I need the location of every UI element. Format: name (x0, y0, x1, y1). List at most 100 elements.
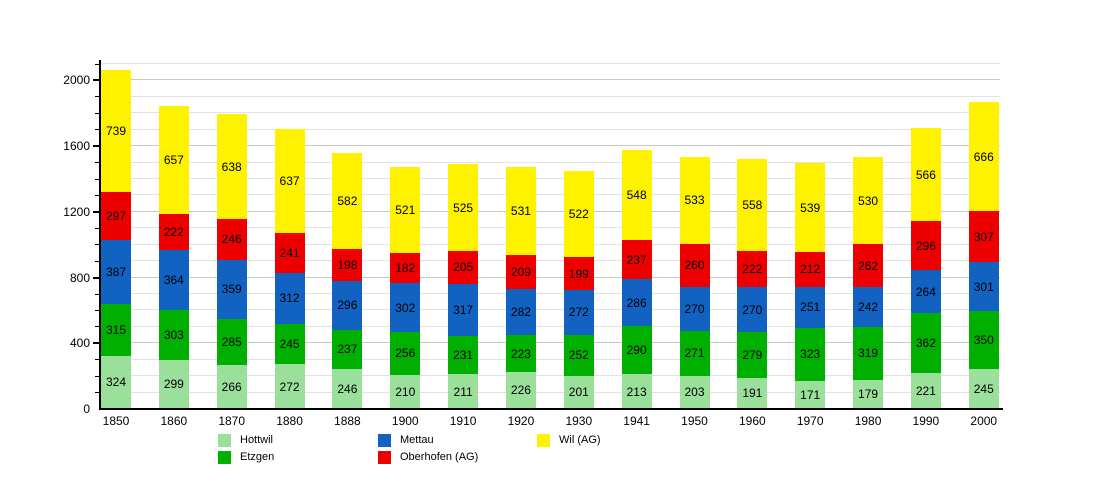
x-tick-label-1930: 1930 (565, 414, 593, 428)
legend-label-wil-ag: Wil (AG) (559, 433, 601, 446)
gridline-2000 (100, 79, 1000, 81)
gridline-1000 (100, 243, 1000, 245)
segment-value-label: 566 (915, 167, 936, 182)
gridline-100 (100, 391, 1000, 393)
gridline-600 (100, 309, 1000, 311)
segment-value-label: 302 (395, 300, 416, 315)
segment-value-label: 171 (800, 387, 821, 402)
segment-etzgen-1950: 271 (679, 331, 710, 376)
y-tick-1900 (95, 96, 100, 98)
x-tick-label-1950: 1950 (681, 414, 708, 428)
segment-value-label: 251 (800, 300, 821, 315)
segment-value-label: 211 (453, 384, 473, 399)
segment-hottwil-1960: 191 (737, 377, 768, 409)
y-tick-label-0: 0 (83, 402, 90, 416)
y-tick-1800 (95, 112, 100, 114)
y-tick-1200 (93, 210, 100, 213)
y-tick-100 (95, 392, 100, 394)
segment-mettau-1941: 286 (621, 279, 652, 327)
segment-etzgen-1960: 279 (737, 331, 768, 378)
bar-1970: 171 323 251 212 539 (795, 163, 826, 409)
segment-value-label: 297 (105, 209, 127, 224)
segment-value-label: 226 (510, 383, 531, 398)
segment-etzgen-1970: 323 (795, 327, 826, 381)
x-tick-label-1910: 1910 (449, 414, 477, 428)
segment-mettau-1920: 282 (505, 288, 536, 336)
bar-1980: 179 319 242 262 530 (853, 157, 884, 409)
segment-mettau-1960: 270 (737, 287, 768, 332)
segment-etzgen-1900: 256 (390, 332, 421, 375)
x-tick-label-2000: 2000 (970, 414, 998, 428)
segment-oberhofen-ag-1880: 241 (274, 233, 305, 273)
y-tick-label-1200: 1200 (63, 204, 90, 219)
segment-hottwil-1900: 210 (390, 374, 421, 409)
segment-value-label: 252 (568, 348, 589, 363)
segment-oberhofen-ag-2000: 307 (968, 211, 999, 262)
x-tick-label-1941: 1941 (623, 414, 650, 428)
y-tick-1600 (93, 145, 100, 148)
segment-etzgen-1880: 245 (274, 324, 305, 365)
y-tick-label-400: 400 (69, 336, 90, 351)
segment-etzgen-1870: 285 (216, 318, 247, 366)
y-tick-800 (93, 276, 100, 279)
segment-etzgen-1930: 252 (563, 334, 594, 376)
segment-value-label: 296 (915, 238, 936, 253)
segment-wil-ag-1850: 739 (101, 70, 131, 192)
y-tick-label-2000: 2000 (63, 73, 90, 88)
segment-value-label: 282 (510, 305, 531, 320)
segment-hottwil-1930: 201 (563, 375, 594, 409)
legend-swatch-wil-ag (537, 433, 550, 447)
segment-value-label: 205 (453, 260, 474, 275)
segment-etzgen-1910: 231 (448, 336, 479, 375)
segment-value-label: 530 (858, 193, 879, 208)
segment-value-label: 246 (337, 381, 358, 396)
segment-value-label: 209 (510, 264, 531, 279)
segment-value-label: 531 (510, 203, 531, 218)
y-tick-2100 (95, 63, 100, 65)
legend-item-wil-ag: Wil (AG) (537, 433, 601, 447)
y-tick-700 (95, 293, 100, 295)
y-tick-300 (95, 359, 100, 361)
segment-oberhofen-ag-1980: 262 (853, 244, 884, 288)
bar-1920: 226 223 282 209 531 (505, 167, 536, 409)
segment-value-label: 272 (568, 305, 589, 320)
y-tick-200 (95, 375, 100, 377)
segment-value-label: 539 (800, 200, 821, 215)
y-tick-1500 (95, 162, 100, 164)
gridline-900 (100, 260, 1000, 262)
segment-value-label: 637 (279, 173, 300, 188)
segment-mettau-1910: 317 (448, 284, 479, 337)
segment-value-label: 210 (395, 384, 416, 399)
bar-2000: 245 350 301 307 666 (968, 101, 999, 409)
segment-value-label: 256 (395, 346, 416, 361)
segment-mettau-1860: 364 (158, 250, 189, 311)
segment-value-label: 270 (742, 302, 763, 317)
segment-mettau-1888: 296 (332, 281, 363, 330)
segment-value-label: 237 (626, 252, 647, 267)
x-axis-line (99, 408, 1003, 410)
legend-label-mettau: Mettau (400, 433, 434, 446)
gridline-1600 (100, 145, 1000, 147)
segment-wil-ag-1910: 525 (448, 164, 479, 251)
segment-wil-ag-1990: 566 (910, 128, 941, 222)
gridline-1500 (100, 161, 1000, 163)
segment-value-label: 222 (163, 225, 184, 240)
segment-value-label: 323 (800, 347, 821, 362)
segment-mettau-1970: 251 (795, 286, 826, 328)
bar-1880: 272 245 312 241 637 (274, 128, 305, 409)
segment-oberhofen-ag-1990: 296 (910, 221, 941, 270)
x-tick-label-1880: 1880 (276, 414, 303, 428)
legend-swatch-mettau (378, 433, 391, 447)
gridline-1300 (100, 194, 1000, 196)
y-tick-500 (95, 326, 100, 328)
y-tick-1100 (95, 227, 100, 229)
gridline-700 (100, 293, 1000, 294)
segment-value-label: 387 (105, 265, 127, 280)
segment-value-label: 241 (279, 246, 300, 261)
segment-value-label: 221 (915, 383, 936, 398)
segment-wil-ag-1941: 548 (621, 150, 652, 241)
segment-value-label: 739 (105, 123, 127, 138)
segment-value-label: 191 (742, 386, 763, 401)
segment-wil-ag-1920: 531 (505, 167, 536, 255)
